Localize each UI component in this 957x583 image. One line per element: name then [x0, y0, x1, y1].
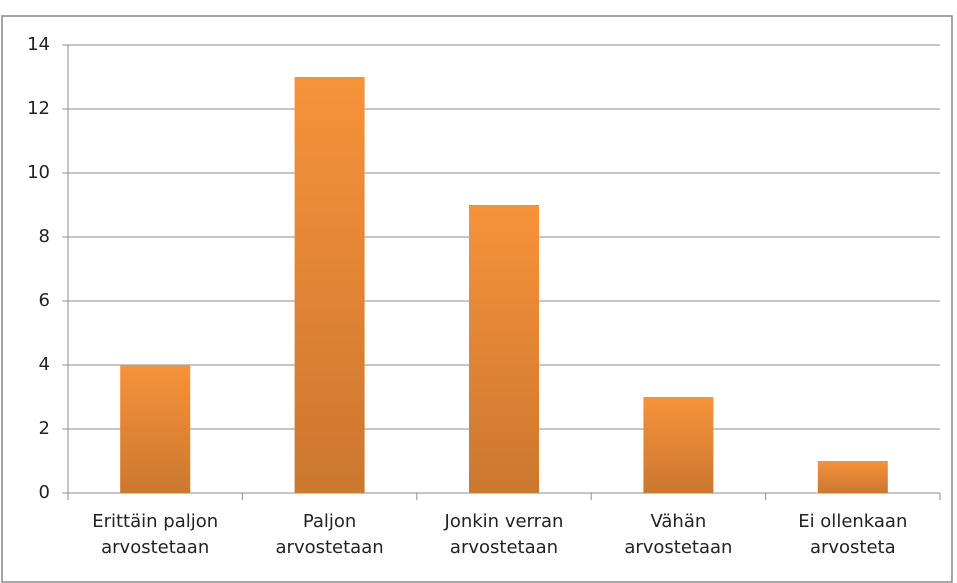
- x-tick-label: Erittäin paljon arvostetaan: [92, 511, 219, 558]
- bar-shade: [817, 461, 888, 493]
- bar-shade: [469, 205, 539, 493]
- y-tick-label: 12: [27, 98, 50, 119]
- y-tick-label: 0: [39, 482, 50, 503]
- y-tick-label: 10: [27, 162, 50, 183]
- bar-shade: [643, 397, 714, 493]
- y-tick-label: 2: [39, 418, 50, 439]
- bar-shade: [120, 365, 191, 493]
- y-tick-label: 8: [39, 226, 50, 247]
- x-tick-label: Paljon arvostetaan: [275, 511, 384, 558]
- y-tick-label: 6: [39, 290, 50, 311]
- y-tick-label: 4: [39, 354, 50, 375]
- bar-shade: [294, 77, 365, 493]
- x-tick-label: Vähän arvostetaan: [624, 511, 733, 558]
- x-tick-label: Jonkin verran arvostetaan: [444, 511, 564, 558]
- x-tick-label: Ei ollenkaan arvosteta: [798, 511, 908, 558]
- y-tick-label: 14: [27, 34, 50, 55]
- chart-border: [1, 15, 953, 583]
